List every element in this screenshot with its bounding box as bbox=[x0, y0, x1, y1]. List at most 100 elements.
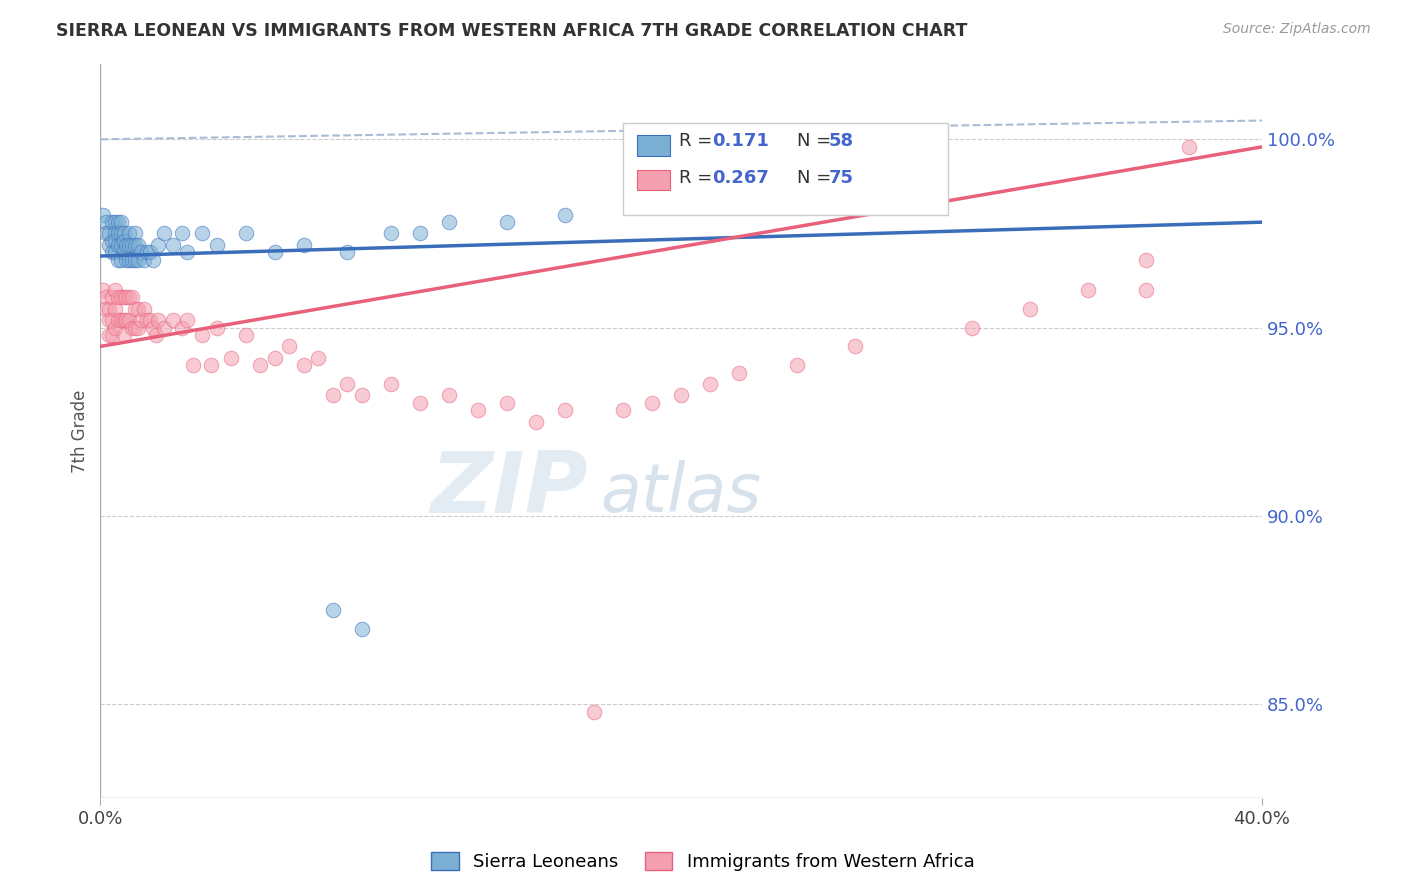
Point bbox=[101, 215, 124, 229]
Point bbox=[110, 252, 132, 267]
Point bbox=[107, 313, 129, 327]
Point bbox=[336, 245, 359, 260]
Point bbox=[205, 320, 228, 334]
Point bbox=[107, 215, 129, 229]
Point bbox=[641, 396, 664, 410]
Point bbox=[205, 237, 228, 252]
Point bbox=[145, 328, 167, 343]
Point bbox=[170, 227, 193, 241]
Point bbox=[162, 237, 184, 252]
Point bbox=[148, 313, 170, 327]
Point bbox=[107, 290, 129, 304]
Text: ZIP: ZIP bbox=[430, 449, 588, 532]
Point bbox=[129, 313, 152, 327]
Point bbox=[121, 320, 143, 334]
Point bbox=[176, 245, 198, 260]
Point bbox=[191, 227, 214, 241]
Point bbox=[107, 237, 129, 252]
Point bbox=[127, 301, 149, 316]
Text: atlas: atlas bbox=[600, 460, 761, 526]
Point bbox=[249, 358, 271, 372]
Point bbox=[138, 245, 160, 260]
Point bbox=[1178, 140, 1201, 154]
Point bbox=[322, 603, 344, 617]
Point bbox=[110, 237, 132, 252]
Point bbox=[115, 237, 138, 252]
Point bbox=[278, 339, 301, 353]
Point bbox=[127, 237, 149, 252]
Point bbox=[1135, 252, 1157, 267]
FancyBboxPatch shape bbox=[623, 123, 948, 215]
Point bbox=[104, 283, 127, 297]
Point bbox=[101, 245, 124, 260]
Point bbox=[181, 358, 204, 372]
Point bbox=[524, 415, 547, 429]
Point bbox=[98, 328, 121, 343]
Point bbox=[118, 237, 141, 252]
Point bbox=[554, 403, 576, 417]
Point bbox=[91, 208, 114, 222]
Point bbox=[107, 252, 129, 267]
Point bbox=[235, 227, 257, 241]
Point bbox=[104, 301, 127, 316]
Point bbox=[115, 252, 138, 267]
Point bbox=[148, 237, 170, 252]
Point bbox=[112, 328, 135, 343]
Point bbox=[409, 396, 432, 410]
Point bbox=[104, 245, 127, 260]
Point bbox=[960, 320, 983, 334]
Point bbox=[235, 328, 257, 343]
Point bbox=[380, 227, 402, 241]
Point bbox=[191, 328, 214, 343]
Point bbox=[669, 388, 692, 402]
Point bbox=[121, 237, 143, 252]
Point bbox=[496, 215, 519, 229]
Point bbox=[121, 252, 143, 267]
Point bbox=[110, 227, 132, 241]
Point bbox=[127, 320, 149, 334]
Point bbox=[350, 388, 373, 402]
Point bbox=[115, 290, 138, 304]
Y-axis label: 7th Grade: 7th Grade bbox=[72, 390, 89, 473]
Legend: Sierra Leoneans, Immigrants from Western Africa: Sierra Leoneans, Immigrants from Western… bbox=[425, 845, 981, 879]
Point bbox=[380, 377, 402, 392]
Point bbox=[135, 245, 157, 260]
Point bbox=[153, 227, 176, 241]
Text: 75: 75 bbox=[828, 169, 853, 186]
Point bbox=[467, 403, 489, 417]
Text: SIERRA LEONEAN VS IMMIGRANTS FROM WESTERN AFRICA 7TH GRADE CORRELATION CHART: SIERRA LEONEAN VS IMMIGRANTS FROM WESTER… bbox=[56, 22, 967, 40]
Point bbox=[127, 252, 149, 267]
Point bbox=[496, 396, 519, 410]
Point bbox=[96, 215, 118, 229]
Point bbox=[91, 283, 114, 297]
Text: R =: R = bbox=[679, 132, 718, 150]
Point bbox=[142, 320, 165, 334]
Text: N =: N = bbox=[797, 169, 838, 186]
Point bbox=[292, 237, 315, 252]
Point bbox=[142, 252, 165, 267]
Point bbox=[1135, 283, 1157, 297]
Point bbox=[121, 290, 143, 304]
Point bbox=[101, 234, 124, 248]
Point bbox=[104, 320, 127, 334]
Point bbox=[118, 290, 141, 304]
Point bbox=[107, 227, 129, 241]
Point bbox=[200, 358, 222, 372]
Point bbox=[101, 313, 124, 327]
Point bbox=[292, 358, 315, 372]
Point bbox=[582, 705, 605, 719]
Point bbox=[124, 252, 146, 267]
Point bbox=[98, 301, 121, 316]
Point bbox=[844, 339, 866, 353]
Point bbox=[437, 215, 460, 229]
Point bbox=[98, 313, 121, 327]
Point bbox=[219, 351, 242, 365]
Text: 0.171: 0.171 bbox=[713, 132, 769, 150]
Point bbox=[132, 252, 155, 267]
Point bbox=[786, 358, 808, 372]
Text: N =: N = bbox=[797, 132, 838, 150]
Text: Source: ZipAtlas.com: Source: ZipAtlas.com bbox=[1223, 22, 1371, 37]
Point bbox=[115, 313, 138, 327]
Point bbox=[98, 237, 121, 252]
Point bbox=[554, 208, 576, 222]
